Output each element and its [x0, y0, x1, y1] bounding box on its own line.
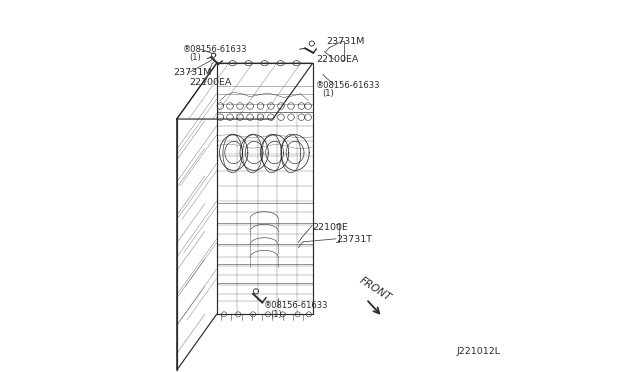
Text: 23731M: 23731M — [173, 68, 211, 77]
Text: 23731M: 23731M — [326, 37, 365, 46]
Text: (1): (1) — [270, 310, 282, 319]
Text: ®08156-61633: ®08156-61633 — [183, 45, 247, 54]
Text: ®08156-61633: ®08156-61633 — [264, 301, 328, 310]
Text: ®08156-61633: ®08156-61633 — [316, 81, 381, 90]
Text: (1): (1) — [189, 53, 201, 62]
Text: 22100EA: 22100EA — [189, 78, 232, 87]
Text: J221012L: J221012L — [457, 347, 501, 356]
Text: 22100E: 22100E — [312, 223, 348, 232]
Text: FRONT: FRONT — [358, 276, 393, 303]
Text: 22100EA: 22100EA — [316, 55, 358, 64]
Text: (1): (1) — [323, 89, 334, 98]
Text: 23731T: 23731T — [337, 235, 372, 244]
